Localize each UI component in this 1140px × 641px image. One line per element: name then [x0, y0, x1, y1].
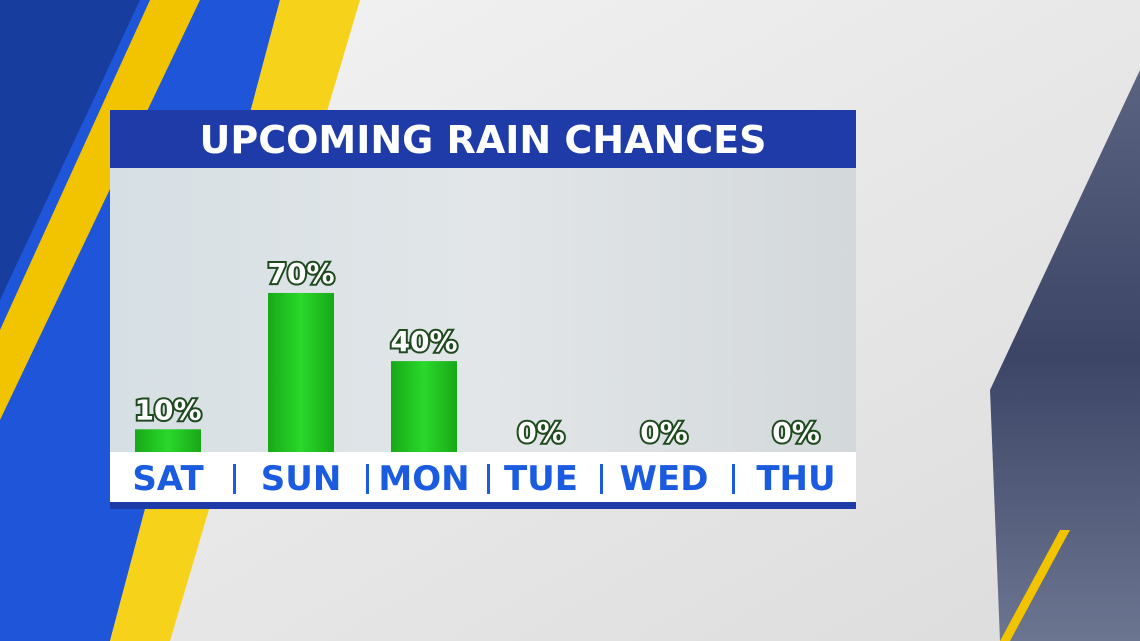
bar — [391, 361, 457, 452]
x-tick-label: THU — [756, 459, 835, 499]
value-label: 70% — [267, 257, 334, 290]
bottom-rule — [110, 502, 856, 509]
value-label: 10% — [134, 393, 201, 426]
separator — [487, 464, 490, 494]
chart-title: UPCOMING RAIN CHANCES — [199, 118, 766, 162]
separator — [233, 464, 236, 494]
label-strip — [110, 452, 856, 502]
stripe-dark — [0, 0, 140, 300]
separator — [732, 464, 735, 494]
x-tick-label: TUE — [504, 459, 578, 499]
x-tick-label: MON — [378, 459, 469, 499]
bar — [268, 292, 334, 452]
value-label: 40% — [390, 325, 457, 358]
x-tick-label: SUN — [261, 459, 342, 499]
title-bar — [110, 110, 856, 168]
x-tick-label: WED — [620, 459, 709, 499]
stripe-yellow — [1000, 530, 1070, 641]
stripe-yellow — [0, 0, 200, 420]
plot-area — [110, 168, 856, 452]
separators — [233, 464, 735, 494]
bar — [135, 429, 201, 452]
storm-image — [990, 70, 1140, 641]
value-label: 0% — [517, 416, 565, 449]
separator — [600, 464, 603, 494]
x-tick-label: SAT — [132, 459, 204, 499]
value-label: 0% — [772, 416, 820, 449]
separator — [366, 464, 369, 494]
value-label: 0% — [640, 416, 688, 449]
